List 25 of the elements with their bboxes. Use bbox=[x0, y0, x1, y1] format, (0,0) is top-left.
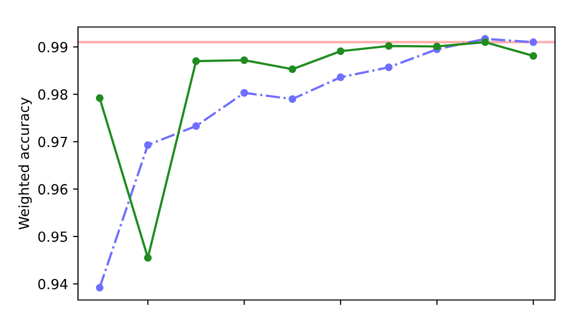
y-tick-label: 0.98 bbox=[38, 89, 68, 100]
point bbox=[530, 38, 538, 46]
y-tick-label: 0.97 bbox=[38, 136, 68, 148]
point bbox=[240, 89, 248, 97]
point bbox=[336, 73, 344, 82]
y-tick-label: 0.96 bbox=[38, 184, 68, 195]
point bbox=[433, 42, 441, 50]
point bbox=[96, 284, 104, 292]
point bbox=[144, 254, 152, 262]
y-tick-label: 0.95 bbox=[38, 231, 68, 242]
point bbox=[384, 42, 393, 50]
y-tick-label: 0.99 bbox=[38, 42, 68, 52]
point bbox=[144, 141, 152, 149]
point bbox=[288, 95, 296, 103]
y-tick-label: 0.94 bbox=[38, 278, 68, 290]
point bbox=[530, 52, 538, 60]
point bbox=[96, 94, 104, 102]
point bbox=[240, 56, 248, 64]
point bbox=[192, 122, 200, 130]
point bbox=[192, 57, 200, 65]
point bbox=[336, 47, 344, 55]
y-axis-title: Weighted accuracy bbox=[18, 98, 32, 230]
point bbox=[384, 63, 393, 72]
point bbox=[288, 65, 296, 73]
point bbox=[481, 38, 489, 46]
